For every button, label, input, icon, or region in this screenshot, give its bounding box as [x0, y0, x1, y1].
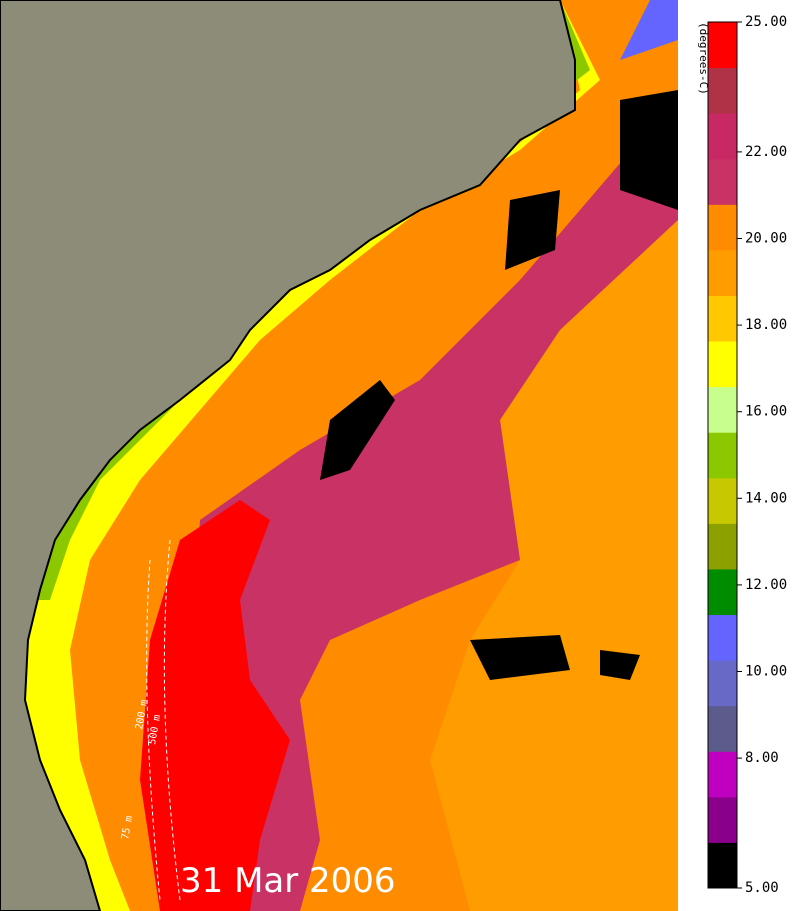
cloud [620, 90, 678, 210]
cloud-masks [320, 90, 678, 680]
tick-label: 12.00 [745, 577, 787, 593]
colorbar-band [708, 477, 737, 524]
colorbar-frame [707, 21, 738, 889]
colorbar-band [708, 67, 737, 114]
tick-label: 8.00 [745, 750, 779, 766]
tick-label: 22.00 [745, 144, 787, 160]
coastal-yellow [20, 0, 600, 911]
colorbar-band [708, 249, 737, 296]
cloud [470, 635, 570, 680]
isobath [146, 559, 161, 901]
gulf-stream-pink [170, 90, 678, 911]
colorbar-band [708, 842, 737, 889]
isobath-label: 75 m [120, 815, 135, 841]
date-label: 31 Mar 2006 [180, 861, 396, 901]
colorbar-band [708, 295, 737, 342]
cloud [505, 190, 560, 270]
colorbar-band [708, 660, 737, 707]
tick-label: 10.00 [745, 664, 787, 680]
colorbar-band [708, 432, 737, 479]
gulf-stream-core [140, 500, 290, 911]
colorbar-band [708, 386, 737, 433]
cloud [600, 650, 640, 680]
isobath [163, 539, 181, 901]
colorbar-band [708, 614, 737, 661]
tick-label: 18.00 [745, 317, 787, 333]
land [0, 0, 576, 911]
colorbar-band [708, 113, 737, 160]
tick-label: 25.00 [745, 14, 787, 30]
warm-orange-region [430, 0, 678, 911]
colorbar-band [708, 751, 737, 798]
colorbar-band [708, 523, 737, 570]
tick-label: 5.00 [745, 880, 779, 896]
colorbar-band [708, 705, 737, 752]
colorbar-band [708, 796, 737, 843]
colorbar: (degrees-C) 5.00 8.00 10.00 12.00 14.00 16.00… [697, 14, 787, 896]
colorbar-band [708, 204, 737, 251]
tick-label: 16.00 [745, 404, 787, 420]
isobath-label: 200 m [134, 699, 150, 731]
map: 75 m 200 m 500 m 31 Mar 2006 [0, 0, 678, 911]
colorbar-band [708, 341, 737, 388]
isobath-label: 500 m [147, 714, 163, 746]
tick-label: 20.00 [745, 231, 787, 247]
colorbar-band [708, 22, 737, 69]
colorbar-band [708, 568, 737, 616]
tick-label: 14.00 [745, 490, 787, 506]
cold-blue [620, 0, 678, 60]
colorbar-band [708, 158, 737, 205]
colorbar-label: (degrees-C) [697, 22, 710, 95]
cloud [320, 380, 395, 480]
